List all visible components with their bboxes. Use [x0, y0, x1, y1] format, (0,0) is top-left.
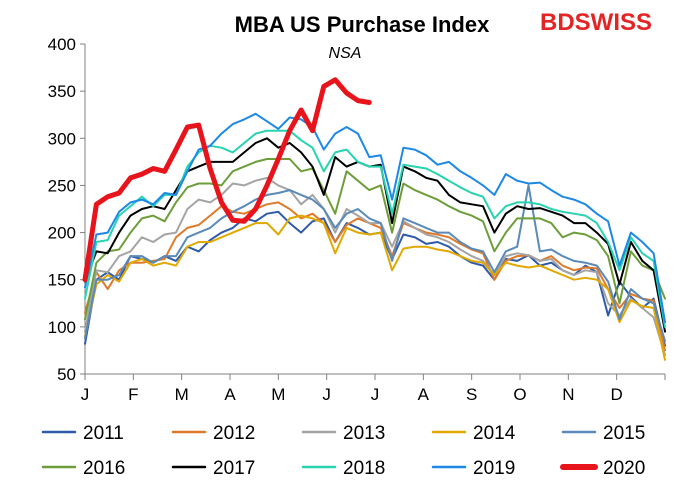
- legend: 2011 2012 2013 2014 2015 2016 2017 2018 2019 2020: [41, 423, 645, 479]
- series-line-2019: [84, 112, 666, 324]
- x-tick-label: A: [418, 385, 430, 404]
- y-tick-label: 50: [57, 365, 76, 384]
- series-line-2013: [84, 176, 666, 357]
- series-line-2012: [84, 201, 666, 352]
- x-tick-label: A: [224, 385, 236, 404]
- series-lines: [82, 77, 666, 361]
- legend-label-2016: 2016: [83, 458, 125, 479]
- legend-label-2019: 2019: [473, 458, 515, 479]
- y-tick-label: 100: [48, 318, 76, 337]
- chart-subtitle: NSA: [329, 45, 362, 62]
- x-tick-label: F: [128, 385, 138, 404]
- legend-label-2011: 2011: [83, 423, 124, 444]
- legend-label-2013: 2013: [343, 423, 385, 444]
- series-line-2016: [84, 158, 666, 321]
- legend-label-2018: 2018: [343, 458, 385, 479]
- brand-logo: BDSWISS: [540, 9, 652, 36]
- x-tick-label: D: [611, 385, 623, 404]
- series-line-2020: [82, 77, 372, 283]
- y-tick-label: 400: [48, 35, 76, 54]
- x-tick-label: J: [81, 385, 90, 404]
- legend-label-2014: 2014: [473, 423, 516, 444]
- svg-text:BDSWISS: BDSWISS: [540, 9, 652, 36]
- chart-title: MBA US Purchase Index: [235, 12, 490, 37]
- brand-bd: BD: [540, 9, 575, 36]
- y-tick-label: 300: [48, 129, 76, 148]
- series-line-2014: [84, 214, 666, 361]
- y-tick-label: 350: [48, 82, 76, 101]
- y-tick-label: 150: [48, 271, 76, 290]
- series-line-2018: [84, 129, 666, 328]
- legend-label-2020: 2020: [603, 458, 645, 479]
- legend-label-2017: 2017: [213, 458, 255, 479]
- legend-label-2015: 2015: [603, 423, 645, 444]
- series-line-2015: [84, 184, 666, 342]
- x-tick-label: J: [371, 385, 380, 404]
- axes: 50 100 150 200 250 300 350 400 J F M A M J J A S O N D: [48, 35, 666, 404]
- legend-label-2012: 2012: [213, 423, 255, 444]
- x-tick-label: M: [271, 385, 285, 404]
- x-tick-label: O: [513, 385, 526, 404]
- x-tick-label: S: [466, 385, 477, 404]
- y-tick-label: 250: [48, 176, 76, 195]
- x-tick-label: N: [562, 385, 574, 404]
- y-tick-label: 200: [48, 224, 76, 243]
- x-tick-label: J: [322, 385, 331, 404]
- brand-swiss: SWISS: [575, 9, 652, 36]
- x-tick-label: M: [175, 385, 189, 404]
